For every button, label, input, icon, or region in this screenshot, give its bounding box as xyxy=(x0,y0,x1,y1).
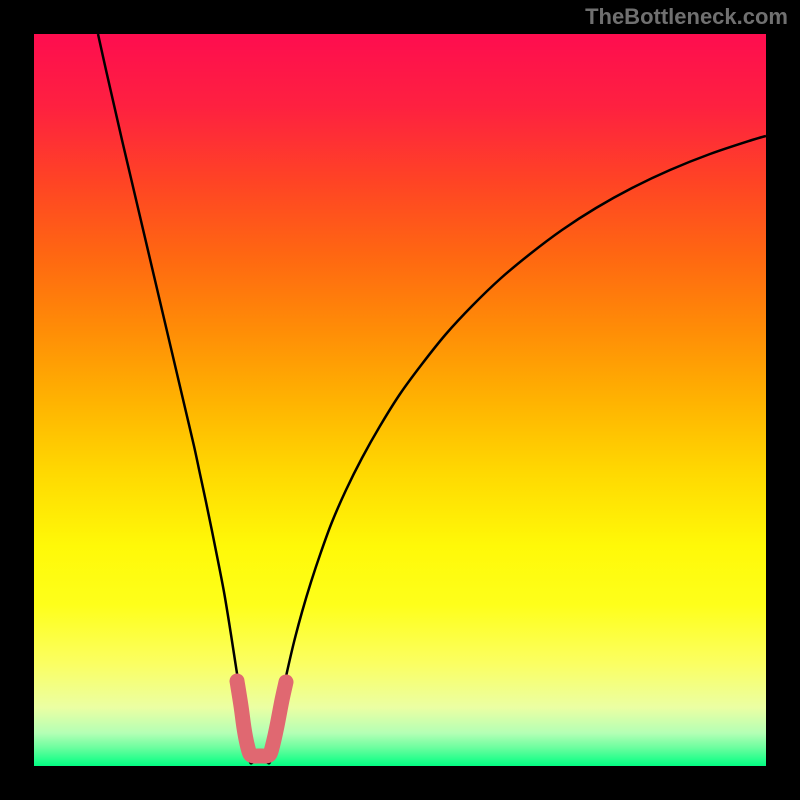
chart-background-gradient xyxy=(34,34,766,766)
bottleneck-chart-svg xyxy=(0,0,800,800)
chart-root: TheBottleneck.com xyxy=(0,0,800,800)
watermark-text: TheBottleneck.com xyxy=(585,4,788,30)
